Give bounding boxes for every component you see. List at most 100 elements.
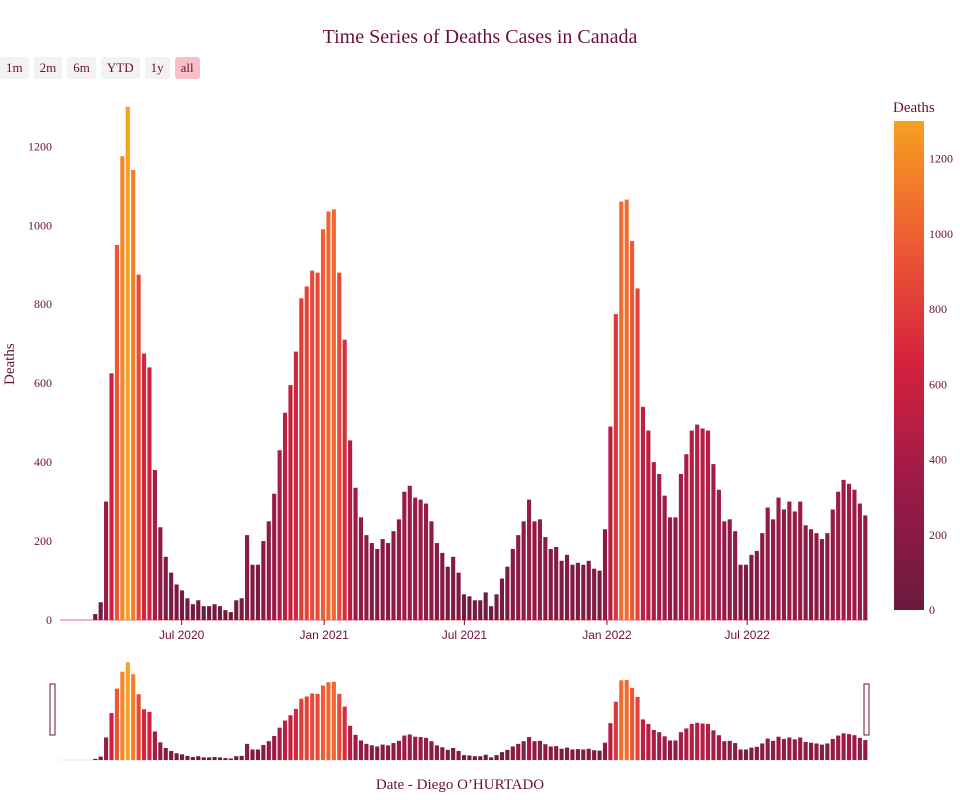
bar[interactable]	[841, 479, 846, 620]
bar[interactable]	[331, 209, 336, 620]
bar[interactable]	[147, 367, 152, 620]
bar[interactable]	[131, 170, 136, 620]
bar[interactable]	[223, 610, 228, 620]
bar[interactable]	[364, 535, 369, 620]
bar[interactable]	[179, 590, 185, 620]
bar[interactable]	[499, 578, 505, 620]
bar[interactable]	[608, 426, 613, 620]
bar[interactable]	[716, 489, 721, 620]
bar[interactable]	[380, 539, 385, 620]
bar[interactable]	[293, 351, 298, 620]
bar[interactable]	[825, 533, 830, 620]
bar[interactable]	[527, 499, 532, 620]
bar[interactable]	[586, 560, 591, 620]
bar[interactable]	[418, 499, 423, 620]
bar[interactable]	[358, 517, 364, 620]
bar[interactable]	[521, 521, 526, 620]
bar[interactable]	[196, 600, 201, 620]
bar[interactable]	[863, 515, 868, 620]
bar[interactable]	[646, 430, 651, 620]
bar[interactable]	[711, 464, 716, 620]
bar[interactable]	[451, 556, 456, 620]
bar[interactable]	[337, 272, 342, 620]
bar[interactable]	[277, 450, 282, 620]
bar[interactable]	[234, 600, 239, 620]
bar[interactable]	[272, 493, 277, 620]
bar[interactable]	[554, 546, 559, 620]
bar[interactable]	[310, 270, 315, 620]
bar[interactable]	[315, 272, 320, 620]
bar[interactable]	[792, 511, 797, 620]
bar[interactable]	[733, 531, 738, 620]
bar[interactable]	[169, 572, 174, 620]
bar[interactable]	[207, 606, 212, 620]
bar[interactable]	[619, 201, 624, 620]
bar[interactable]	[846, 483, 852, 620]
bar[interactable]	[602, 529, 608, 620]
bar[interactable]	[505, 566, 510, 620]
bar[interactable]	[781, 509, 787, 620]
bar[interactable]	[570, 564, 575, 620]
bar[interactable]	[597, 570, 602, 620]
bar[interactable]	[564, 554, 570, 620]
bar[interactable]	[727, 519, 732, 620]
bar[interactable]	[467, 596, 472, 620]
bar[interactable]	[152, 470, 157, 620]
bar[interactable]	[158, 527, 163, 620]
bar[interactable]	[369, 543, 374, 620]
bar[interactable]	[429, 521, 434, 620]
bar[interactable]	[771, 519, 776, 620]
bar[interactable]	[250, 564, 255, 620]
bar[interactable]	[575, 562, 580, 620]
bar[interactable]	[857, 503, 862, 620]
bar[interactable]	[635, 288, 640, 620]
bar[interactable]	[299, 298, 304, 620]
bar[interactable]	[678, 473, 683, 620]
bar[interactable]	[201, 606, 206, 620]
range-button-1y[interactable]: 1y	[144, 57, 170, 79]
bar[interactable]	[348, 440, 353, 620]
bar[interactable]	[787, 501, 792, 620]
bar[interactable]	[342, 339, 347, 620]
bar[interactable]	[423, 503, 429, 620]
range-button-6m[interactable]: 6m	[67, 57, 96, 79]
bar[interactable]	[749, 554, 754, 620]
bar[interactable]	[190, 604, 195, 620]
range-button-all[interactable]: all	[174, 57, 200, 79]
bar[interactable]	[494, 594, 499, 620]
bar[interactable]	[830, 509, 835, 620]
slider-handle-right[interactable]	[863, 683, 870, 736]
bar[interactable]	[255, 564, 260, 620]
bar[interactable]	[624, 199, 629, 620]
range-button-ytd[interactable]: YTD	[100, 57, 140, 79]
bar[interactable]	[212, 604, 217, 620]
range-button-1m[interactable]: 1m	[0, 57, 29, 79]
bar[interactable]	[695, 424, 700, 620]
bar[interactable]	[440, 552, 445, 620]
bar[interactable]	[510, 548, 515, 620]
bar[interactable]	[483, 592, 488, 620]
bar[interactable]	[543, 537, 548, 620]
bar[interactable]	[722, 521, 727, 620]
bar[interactable]	[174, 584, 179, 620]
bar[interactable]	[689, 430, 694, 620]
bar[interactable]	[434, 543, 439, 620]
bar[interactable]	[478, 600, 483, 620]
bar[interactable]	[705, 430, 711, 620]
bar[interactable]	[104, 501, 109, 620]
bar[interactable]	[120, 156, 125, 620]
bar[interactable]	[808, 529, 814, 620]
bar[interactable]	[662, 495, 667, 620]
bar[interactable]	[836, 491, 841, 620]
bar[interactable]	[754, 550, 759, 620]
bar[interactable]	[375, 548, 380, 620]
bar[interactable]	[651, 462, 656, 620]
range-slider[interactable]	[49, 662, 870, 761]
bar[interactable]	[640, 406, 646, 620]
bar[interactable]	[326, 211, 331, 620]
bar[interactable]	[613, 314, 618, 620]
bar[interactable]	[738, 564, 743, 620]
bar[interactable]	[537, 519, 542, 620]
bar[interactable]	[461, 594, 467, 620]
bar[interactable]	[814, 533, 819, 620]
